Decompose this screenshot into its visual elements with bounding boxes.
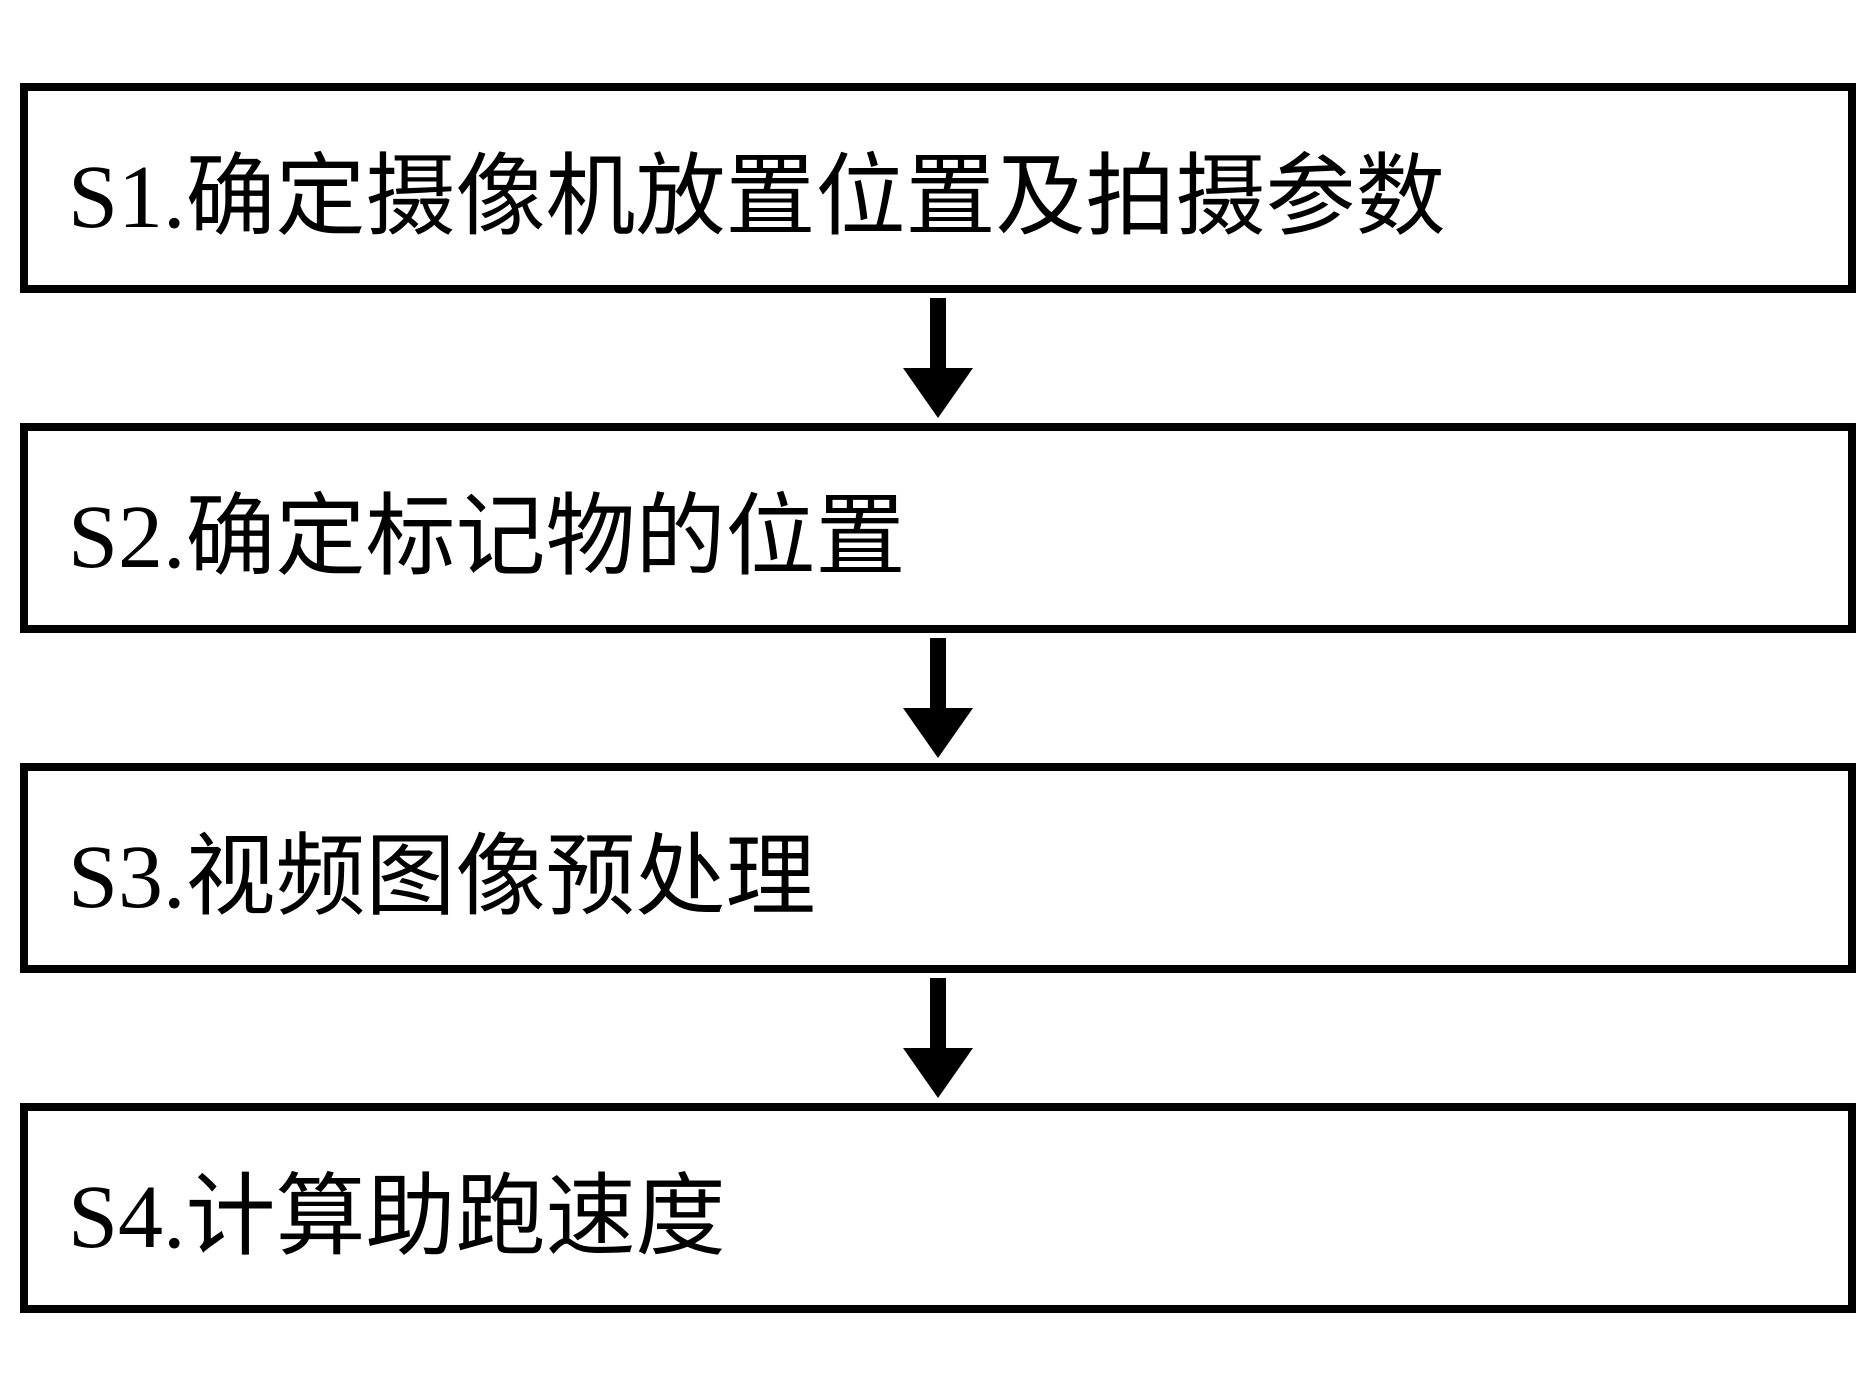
flowchart-step-4: S4.计算助跑速度 [20, 1103, 1856, 1313]
flowchart-container: S1.确定摄像机放置位置及拍摄参数 S2.确定标记物的位置 S3.视频图像预处理… [20, 83, 1856, 1313]
arrow-2 [903, 633, 973, 763]
flowchart-step-4-label: S4.计算助跑速度 [68, 1143, 726, 1273]
arrow-1 [903, 293, 973, 423]
flowchart-step-1: S1.确定摄像机放置位置及拍摄参数 [20, 83, 1856, 293]
flowchart-step-3-label: S3.视频图像预处理 [68, 803, 816, 933]
arrow-line-icon [930, 978, 946, 1048]
flowchart-step-2-label: S2.确定标记物的位置 [68, 463, 906, 593]
arrow-3 [903, 973, 973, 1103]
flowchart-step-1-label: S1.确定摄像机放置位置及拍摄参数 [68, 123, 1446, 253]
flowchart-step-2: S2.确定标记物的位置 [20, 423, 1856, 633]
arrow-head-icon [903, 708, 973, 758]
arrow-line-icon [930, 638, 946, 708]
arrow-head-icon [903, 368, 973, 418]
arrow-line-icon [930, 298, 946, 368]
flowchart-step-3: S3.视频图像预处理 [20, 763, 1856, 973]
arrow-head-icon [903, 1048, 973, 1098]
